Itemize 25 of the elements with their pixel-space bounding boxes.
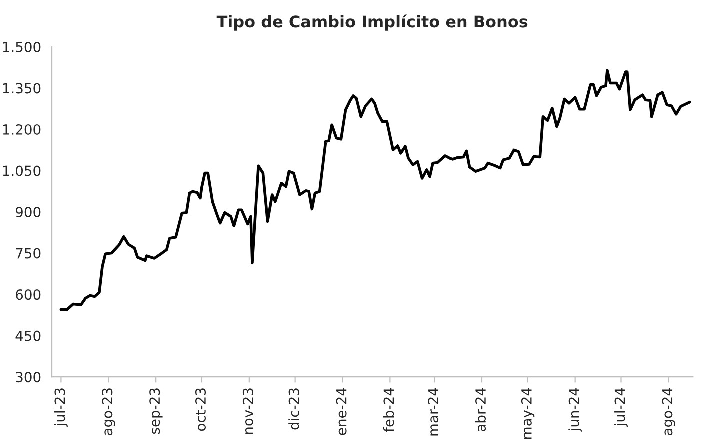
- y-tick-label: 1.350: [3, 83, 41, 94]
- x-tick-label: feb-24: [383, 388, 394, 432]
- y-tick-label: 900: [16, 207, 41, 218]
- y-tick-label: 600: [16, 290, 41, 300]
- x-tick-label: mar-24: [428, 388, 439, 436]
- x-tick-label: ene-24: [336, 388, 347, 436]
- x-tick-label: sep-23: [150, 388, 163, 434]
- chart-title: Tipo de Cambio Implícito en Bonos: [216, 14, 528, 31]
- y-tick-label: 1.050: [3, 166, 41, 176]
- x-tick-label: ago-24: [662, 388, 676, 436]
- x-tick-label: ago-23: [102, 388, 116, 436]
- y-tick-label: 300: [16, 372, 41, 383]
- x-tick-label: abr-24: [475, 388, 486, 432]
- x-tick-label: jul-23: [54, 388, 68, 427]
- line-series: [60, 69, 692, 312]
- y-tick-label: 1.500: [3, 42, 41, 52]
- x-tick-label: dic-23: [288, 388, 300, 430]
- x-tick-label: jul-24: [614, 388, 628, 427]
- y-tick-label: 750: [16, 248, 41, 259]
- x-tick-label: oct-23: [196, 388, 206, 432]
- x-tick-label: may-24: [521, 388, 535, 439]
- y-tick-label: 1.200: [3, 124, 41, 135]
- x-tick-label: jun-24: [568, 388, 582, 432]
- y-tick-label: 450: [16, 330, 41, 342]
- x-tick-label: nov-23: [242, 388, 254, 434]
